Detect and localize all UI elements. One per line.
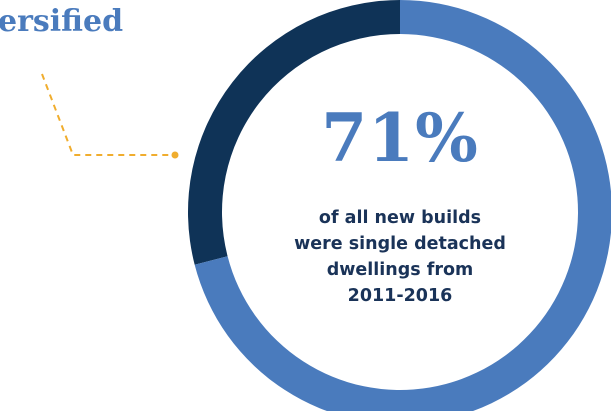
leader-dot — [171, 151, 179, 159]
section-heading: ersified — [0, 4, 124, 39]
donut-slice-other — [187, 0, 400, 265]
caption-line-4: 2011-2016 — [347, 286, 453, 306]
caption-line-1: of all new builds — [318, 208, 482, 228]
caption-line-3: dwellings from — [326, 260, 474, 280]
center-percentage: 71% — [321, 99, 479, 177]
leader-dashes — [41, 73, 175, 156]
center-caption: of all new builds were single detached d… — [262, 205, 538, 309]
caption-line-2: were single detached — [294, 234, 506, 254]
